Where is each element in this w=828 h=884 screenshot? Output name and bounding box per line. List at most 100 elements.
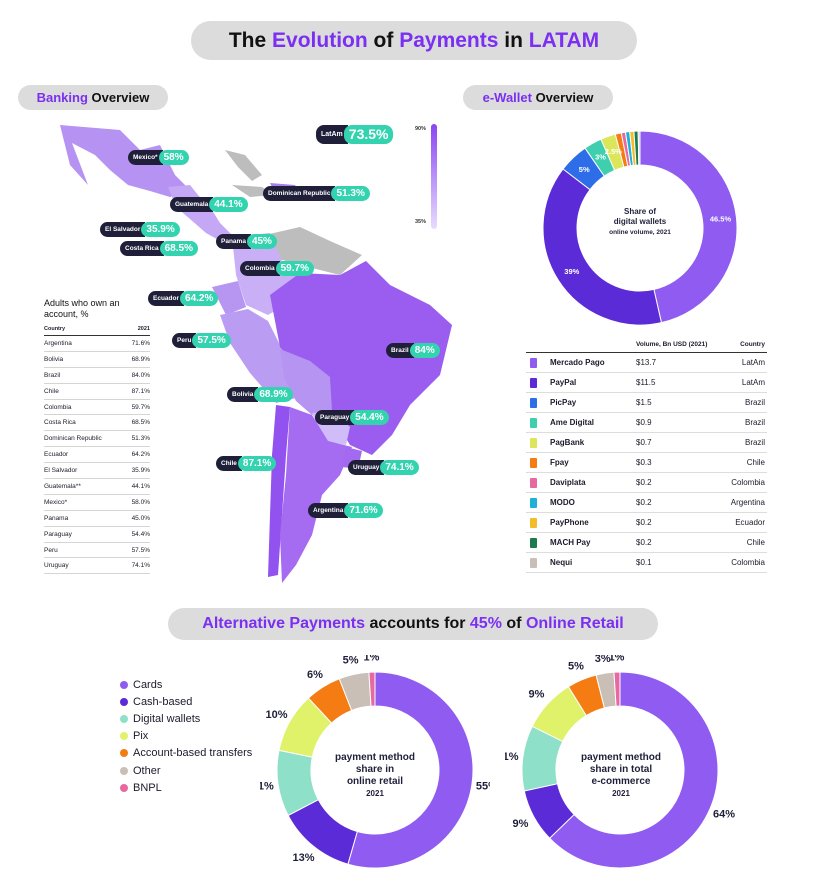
tag-value: 58%	[158, 150, 189, 165]
tag-name: Bolivia	[227, 387, 259, 402]
slice-label: 9%	[529, 689, 545, 701]
legend-dot	[120, 680, 128, 689]
row-value: 68.5%	[131, 419, 150, 427]
legend-item: Account-based transfers	[120, 745, 252, 762]
row-value: 59.7%	[131, 403, 150, 411]
table-row: Paraguay 54.4%	[44, 527, 150, 543]
scale-min-label: 35%	[415, 219, 427, 225]
table-row: PicPay $1.5 Brazil	[526, 393, 767, 413]
row-country: Colombia	[44, 403, 72, 411]
slice-label: 1%	[364, 655, 380, 664]
wallet-name: PicPay	[550, 398, 577, 407]
donut-center-line: online volume, 2021	[609, 229, 671, 236]
slice-label: 5%	[579, 165, 590, 174]
alternative-payments-title: Alternative Payments accounts for 45% of…	[168, 608, 658, 640]
donut-slice	[548, 671, 719, 869]
tag-mexico: Mexico* 58%	[128, 150, 189, 165]
donut-center-line: Share of	[624, 207, 656, 216]
wallet-country: Brazil	[744, 418, 765, 427]
slice-label: 46.5%	[710, 214, 732, 223]
slice-label: 3%	[595, 153, 606, 162]
retail-donut-center: payment method share in online retail 20…	[320, 752, 430, 800]
page-title: The Evolution of Payments in LATAM	[191, 21, 637, 60]
tag-name: Uruguay	[348, 460, 385, 475]
table-row: Uruguay 74.1%	[44, 558, 150, 575]
wallet-name: PagBank	[550, 438, 585, 447]
color-swatch	[530, 478, 537, 488]
row-value: 84.0%	[131, 371, 150, 379]
title-part: of	[501, 615, 526, 632]
title-part: 45%	[469, 615, 502, 632]
row-country: Chile	[44, 387, 59, 395]
tag-brazil: Brazil 84%	[386, 343, 440, 358]
tag-peru: Peru 57.5%	[172, 333, 231, 348]
wallet-volume-table: Volume, Bn USD (2021) Country Mercado Pa…	[526, 339, 767, 573]
slice-label: 6%	[307, 669, 323, 681]
wallet-country: LatAm	[741, 378, 765, 387]
row-country: Mexico*	[44, 498, 68, 506]
tag-el-salvador: El Salvador 35.9%	[100, 222, 180, 237]
table-row: Chile 87.1%	[44, 384, 150, 400]
col-country: Country	[740, 341, 765, 348]
tag-chile: Chile 87.1%	[216, 456, 277, 471]
row-value: 87.1%	[131, 387, 150, 395]
table-caption: Adults who own an account, %	[44, 298, 120, 319]
row-country: Panama	[44, 514, 69, 522]
table-row: Ame Digital $0.9 Brazil	[526, 413, 767, 433]
slice-label: 55%	[476, 780, 490, 792]
tag-name: LatAm	[316, 125, 348, 144]
wallet-country: Brazil	[744, 438, 765, 447]
row-country: Uruguay	[44, 562, 69, 570]
tag-ecuador: Ecuador 64.2%	[148, 291, 219, 306]
row-country: Guatemala**	[44, 483, 81, 491]
scale-gradient-bar	[431, 124, 437, 229]
table-row: Mercado Pago $13.7 LatAm	[526, 353, 767, 373]
table-row: Peru 57.5%	[44, 543, 150, 559]
online-retail-donut: 55% 13% 11% 10% 6% 5% 1%	[260, 655, 490, 869]
ewallet-overview-title: e-Wallet Overview	[463, 85, 613, 110]
wallet-name: MODO	[550, 498, 575, 507]
tag-value: 74.1%	[380, 460, 419, 475]
row-country: Dominican Republic	[44, 435, 102, 443]
table-row: Daviplata $0.2 Colombia	[526, 473, 767, 493]
title-part: Banking	[36, 90, 88, 105]
donut-slice	[368, 671, 376, 707]
row-value: 64.2%	[131, 451, 150, 459]
tag-dominican-republic: Dominican Republic 51.3%	[263, 186, 370, 201]
center-line: share in total	[589, 764, 653, 775]
tag-name: Mexico*	[128, 150, 163, 165]
wallet-country: Brazil	[744, 398, 765, 407]
title-part: Payments	[399, 29, 499, 52]
legend-label: Account-based transfers	[133, 747, 253, 760]
wallet-name: PayPal	[550, 378, 577, 387]
row-value: 35.9%	[131, 467, 150, 475]
scale-max-label: 90%	[415, 126, 427, 132]
legend-label: Cards	[133, 678, 163, 691]
table-body: Mercado Pago $13.7 LatAm PayPal $11.5 LatAm Pi…	[526, 353, 767, 573]
table-body: Argentina 71.6% Bolivia 68.9% Brazil 84.0% Chi…	[44, 336, 150, 575]
map-bolivia	[280, 349, 332, 415]
wallet-name: Nequi	[550, 558, 573, 567]
row-value: 57.5%	[131, 546, 150, 554]
wallet-name: Mercado Pago	[550, 358, 605, 367]
wallet-volume: $0.2	[636, 478, 652, 487]
legend-item: BNPL	[120, 779, 252, 796]
tag-name: Dominican Republic	[263, 186, 336, 201]
row-value: 74.1%	[131, 562, 150, 570]
tag-name: Panama	[216, 234, 251, 249]
slice-label: 11%	[260, 780, 274, 792]
wallet-name: Daviplata	[550, 478, 586, 487]
legend-label: BNPL	[133, 781, 162, 794]
map-ecuador	[212, 281, 246, 315]
tag-paraguay: Paraguay 54.4%	[315, 410, 389, 425]
color-swatch	[530, 358, 537, 368]
wallet-country: Colombia	[731, 478, 765, 487]
legend-dot	[120, 732, 128, 741]
tag-value: 87.1%	[237, 456, 277, 471]
table-row: Argentina 71.6%	[44, 336, 150, 352]
color-swatch	[530, 498, 537, 508]
map-caribbean	[225, 150, 262, 181]
color-swatch	[530, 438, 537, 448]
tag-value: 84%	[409, 343, 440, 358]
tag-argentina: Argentina 71.6%	[308, 503, 383, 518]
